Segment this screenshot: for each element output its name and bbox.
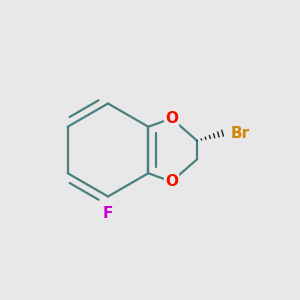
- Text: Br: Br: [231, 126, 250, 141]
- Text: O: O: [165, 111, 178, 126]
- Text: F: F: [103, 206, 113, 220]
- Text: O: O: [165, 174, 178, 189]
